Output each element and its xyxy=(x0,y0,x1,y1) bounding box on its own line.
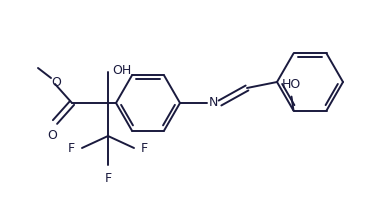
Text: F: F xyxy=(105,172,112,185)
Text: HO: HO xyxy=(282,78,301,91)
Text: F: F xyxy=(68,141,75,155)
Text: F: F xyxy=(141,141,148,155)
Text: N: N xyxy=(208,96,218,110)
Text: O: O xyxy=(51,77,61,89)
Text: OH: OH xyxy=(112,64,131,77)
Text: O: O xyxy=(47,129,57,142)
